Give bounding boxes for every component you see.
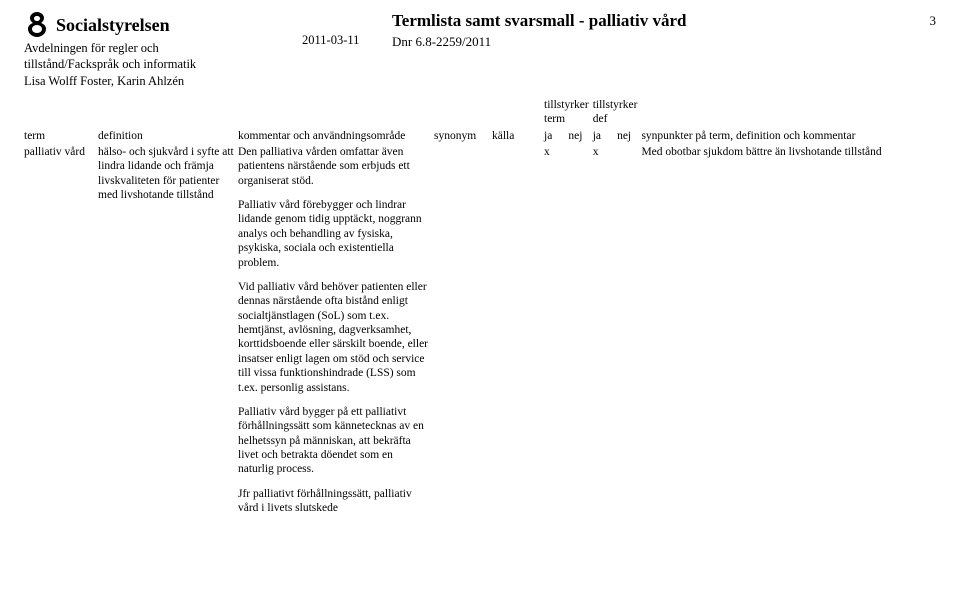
table-body: palliativ vård hälso- och sjukvård i syf… <box>24 144 936 517</box>
author-names: Lisa Wolff Foster, Karin Ahlzén <box>24 73 292 89</box>
col-tt-ja: ja <box>544 128 568 144</box>
term-table: term definition kommentar och användning… <box>24 97 936 517</box>
cell-definition: hälso- och sjukvård i syfte att lindra l… <box>98 144 238 517</box>
dept-line-1: Avdelningen för regler och <box>24 40 292 56</box>
col-synonym: synonym <box>434 97 492 144</box>
col-td-ja: ja <box>593 128 617 144</box>
document-title: Termlista samt svarsmall - palliativ vår… <box>392 10 906 32</box>
kommentar-p3: Vid palliativ vård behöver patienten ell… <box>238 280 430 395</box>
cell-td-ja: x <box>593 144 617 517</box>
dept-line-2: tillstånd/Fackspråk och informatik <box>24 56 292 72</box>
kommentar-p1: Den palliativa vården omfattar även pati… <box>238 145 430 188</box>
cell-term: palliativ vård <box>24 144 98 517</box>
col-tt-nej: nej <box>568 128 592 144</box>
table-row: palliativ vård hälso- och sjukvård i syf… <box>24 144 936 517</box>
org-logo-block: Socialstyrelsen <box>24 10 292 40</box>
document-dnr: Dnr 6.8-2259/2011 <box>392 34 906 51</box>
cell-kommentar: Den palliativa vården omfattar även pati… <box>238 144 434 517</box>
col-kommentar: kommentar och användningsområde <box>238 97 434 144</box>
cell-synpunkter: Med obotbar sjukdom bättre än livshotand… <box>641 144 936 517</box>
col-definition: definition <box>98 97 238 144</box>
col-tillstyrker-def: tillstyrker def <box>593 97 642 128</box>
table-head-row-1: term definition kommentar och användning… <box>24 97 936 128</box>
col-synpunkter: synpunkter på term, definition och komme… <box>641 97 936 144</box>
department-block: Avdelningen för regler och tillstånd/Fac… <box>24 40 292 89</box>
kommentar-p2: Palliativ vård förebygger och lindrar li… <box>238 198 430 270</box>
document-date: 2011-03-11 <box>302 10 382 48</box>
col-term: term <box>24 97 98 144</box>
kommentar-p4: Palliativ vård bygger på ett palliativt … <box>238 405 430 477</box>
cell-td-nej <box>617 144 641 517</box>
page-header: Socialstyrelsen Avdelningen för regler o… <box>24 10 936 89</box>
cell-tt-nej <box>568 144 592 517</box>
page-number: 3 <box>916 10 936 30</box>
title-block: Termlista samt svarsmall - palliativ vår… <box>392 10 906 51</box>
org-name: Socialstyrelsen <box>56 14 170 37</box>
kommentar-p5: Jfr palliativt förhållningssätt, palliat… <box>238 487 430 516</box>
cell-synonym <box>434 144 492 517</box>
col-td-nej: nej <box>617 128 641 144</box>
page-root: Socialstyrelsen Avdelningen för regler o… <box>0 0 960 527</box>
col-tillstyrker-term: tillstyrker term <box>544 97 593 128</box>
cell-tt-ja: x <box>544 144 568 517</box>
org-logo-icon <box>24 10 50 40</box>
col-kalla: källa <box>492 97 544 144</box>
logo-and-dept: Socialstyrelsen Avdelningen för regler o… <box>24 10 292 89</box>
cell-kalla <box>492 144 544 517</box>
table-head: term definition kommentar och användning… <box>24 97 936 144</box>
term-table-wrap: term definition kommentar och användning… <box>24 97 936 517</box>
